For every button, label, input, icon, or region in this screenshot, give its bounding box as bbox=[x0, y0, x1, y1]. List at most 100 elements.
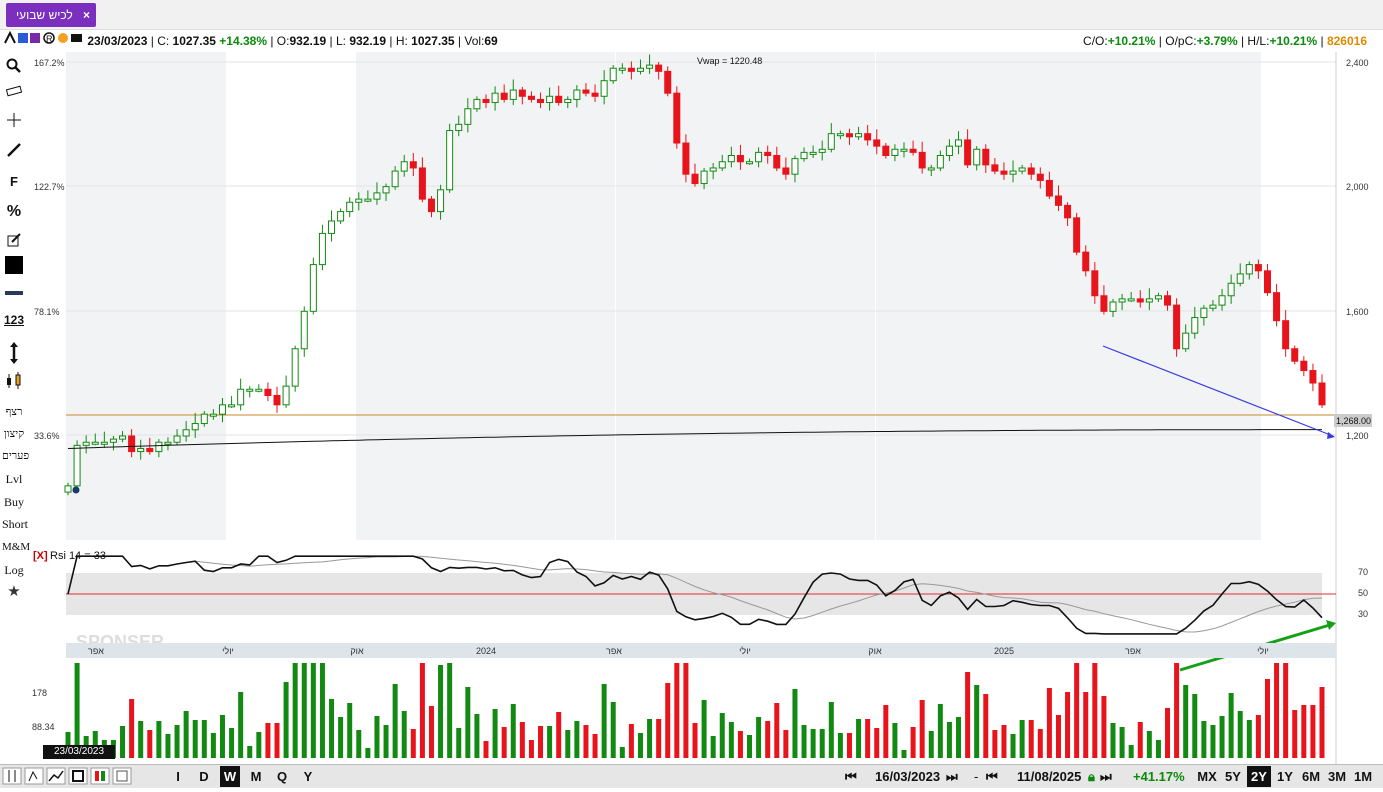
period-button-5y[interactable]: 5Y bbox=[1225, 769, 1241, 784]
candle-up bbox=[82, 441, 90, 446]
period-button-6m[interactable]: 6M bbox=[1301, 769, 1321, 784]
right-axis-label: 2,400 bbox=[1346, 58, 1369, 68]
lock-icon[interactable]: 🔒︎ bbox=[1088, 769, 1095, 784]
volume-bar bbox=[1255, 715, 1261, 758]
volume-bar bbox=[1028, 720, 1034, 758]
vwap-label: Vwap = 1220.48 bbox=[697, 56, 762, 66]
range-last-icon-2[interactable]: ⏭ bbox=[1100, 769, 1112, 784]
volume-bar bbox=[628, 724, 634, 758]
range-last-icon[interactable]: ⏭ bbox=[946, 769, 958, 784]
volume-bar bbox=[719, 713, 725, 758]
volume-bar bbox=[192, 720, 198, 758]
interval-button-q[interactable]: Q bbox=[276, 769, 288, 784]
rsi-line bbox=[67, 555, 1323, 635]
trend-line[interactable] bbox=[1102, 345, 1334, 437]
volume-bar bbox=[774, 703, 780, 758]
price-chart[interactable]: Vwap = 1220.48 167.2% 122.7% 78.1% 33.6%… bbox=[0, 52, 1383, 764]
volume-bar bbox=[247, 746, 253, 758]
ruler-icon[interactable] bbox=[2, 84, 26, 104]
volume-bar bbox=[556, 712, 562, 758]
period-button-1m[interactable]: 1M bbox=[1353, 769, 1373, 784]
interval-button-y[interactable]: Y bbox=[303, 769, 313, 784]
volume-bar bbox=[419, 663, 425, 758]
chart-tab[interactable]: לכיש שבועי × bbox=[6, 3, 96, 27]
chart-type-icons[interactable] bbox=[2, 767, 162, 792]
close-icon[interactable]: × bbox=[82, 8, 90, 22]
thickness-icon[interactable] bbox=[2, 284, 26, 304]
lvl-tool[interactable]: Lvl bbox=[5, 472, 23, 486]
close-label: C: bbox=[157, 34, 170, 48]
mm-tool[interactable]: M&M bbox=[2, 541, 31, 553]
streak-tool[interactable]: רצף bbox=[5, 406, 23, 418]
volume-bar bbox=[1074, 663, 1080, 758]
volume-bar bbox=[965, 672, 971, 758]
candle-up bbox=[718, 161, 726, 169]
candle-up bbox=[91, 441, 99, 445]
percent-icon[interactable]: % bbox=[6, 203, 22, 220]
range-first-icon[interactable]: ⏮ bbox=[845, 769, 857, 784]
star-icon[interactable]: ★ bbox=[7, 583, 21, 600]
buy-tool[interactable]: Buy bbox=[3, 495, 24, 509]
interval-button-i[interactable]: I bbox=[176, 769, 180, 784]
candle-up bbox=[137, 447, 145, 453]
volume-bar bbox=[865, 719, 871, 758]
co-label: C/O: bbox=[1083, 34, 1108, 48]
symbol-id: 826016 bbox=[1326, 34, 1367, 48]
candle-up bbox=[1127, 298, 1135, 302]
interval-button-d[interactable]: D bbox=[199, 769, 209, 784]
volume-bar bbox=[510, 704, 516, 758]
candle-up bbox=[1245, 264, 1253, 275]
period-button-1y[interactable]: 1Y bbox=[1277, 769, 1293, 784]
candle-down bbox=[982, 148, 990, 166]
period-button-mx[interactable]: MX bbox=[1197, 769, 1217, 784]
time-band bbox=[66, 52, 226, 540]
candle-down bbox=[782, 167, 790, 175]
chart-tools-icons[interactable]: R bbox=[4, 30, 84, 51]
range-first-icon-2[interactable]: ⏮ bbox=[986, 769, 998, 784]
volume-bar bbox=[501, 727, 507, 758]
open-label: O: bbox=[276, 34, 290, 48]
candle-up bbox=[973, 148, 981, 166]
gaps-tool[interactable]: פערים bbox=[2, 450, 30, 462]
right-axis-label: 2,000 bbox=[1346, 182, 1369, 192]
volume-bar bbox=[1201, 721, 1207, 758]
period-button-3m[interactable]: 3M bbox=[1327, 769, 1347, 784]
from-date[interactable]: 16/03/2023 bbox=[875, 769, 941, 784]
line-icon[interactable] bbox=[2, 142, 26, 164]
number-icon[interactable]: 123 bbox=[3, 313, 25, 327]
candle-up bbox=[100, 441, 108, 445]
interval-button-w[interactable]: W bbox=[220, 766, 240, 787]
candles bbox=[64, 54, 1326, 496]
short-tool[interactable]: Short bbox=[2, 517, 29, 531]
volume-bar bbox=[1264, 679, 1270, 758]
left-axis-label: 33.6% bbox=[34, 431, 60, 441]
volume-bar bbox=[1228, 693, 1234, 758]
crosshair-icon[interactable] bbox=[2, 112, 26, 134]
edit-icon[interactable] bbox=[2, 232, 26, 254]
candle-down bbox=[764, 151, 772, 156]
volume-bar bbox=[1019, 720, 1025, 758]
search-icon[interactable] bbox=[2, 58, 26, 80]
volume-bar bbox=[701, 700, 707, 758]
candles-icon[interactable] bbox=[2, 372, 26, 396]
to-date[interactable]: 11/08/2025 bbox=[1017, 769, 1082, 784]
color-box-icon[interactable] bbox=[2, 256, 26, 280]
volume-bar bbox=[883, 705, 889, 758]
period-button-2y[interactable]: 2Y bbox=[1247, 766, 1271, 787]
volume-bar bbox=[1174, 663, 1180, 758]
volume-bar bbox=[210, 733, 216, 758]
rsi-close[interactable]: [X] bbox=[33, 550, 48, 562]
volume-bar bbox=[956, 717, 962, 758]
extreme-tool[interactable]: קיצון bbox=[3, 428, 25, 440]
volume-bar bbox=[683, 663, 689, 758]
time-band bbox=[876, 52, 1134, 540]
candle-up bbox=[791, 158, 799, 175]
candle-up bbox=[382, 186, 390, 194]
candle-up bbox=[318, 232, 326, 266]
fib-icon[interactable]: F bbox=[10, 174, 18, 189]
arrow-vertical-icon[interactable] bbox=[2, 342, 26, 370]
log-tool[interactable]: Log bbox=[4, 563, 24, 577]
interval-button-m[interactable]: M bbox=[250, 769, 262, 784]
candle-down bbox=[1100, 295, 1108, 312]
candle-down bbox=[1282, 320, 1290, 350]
